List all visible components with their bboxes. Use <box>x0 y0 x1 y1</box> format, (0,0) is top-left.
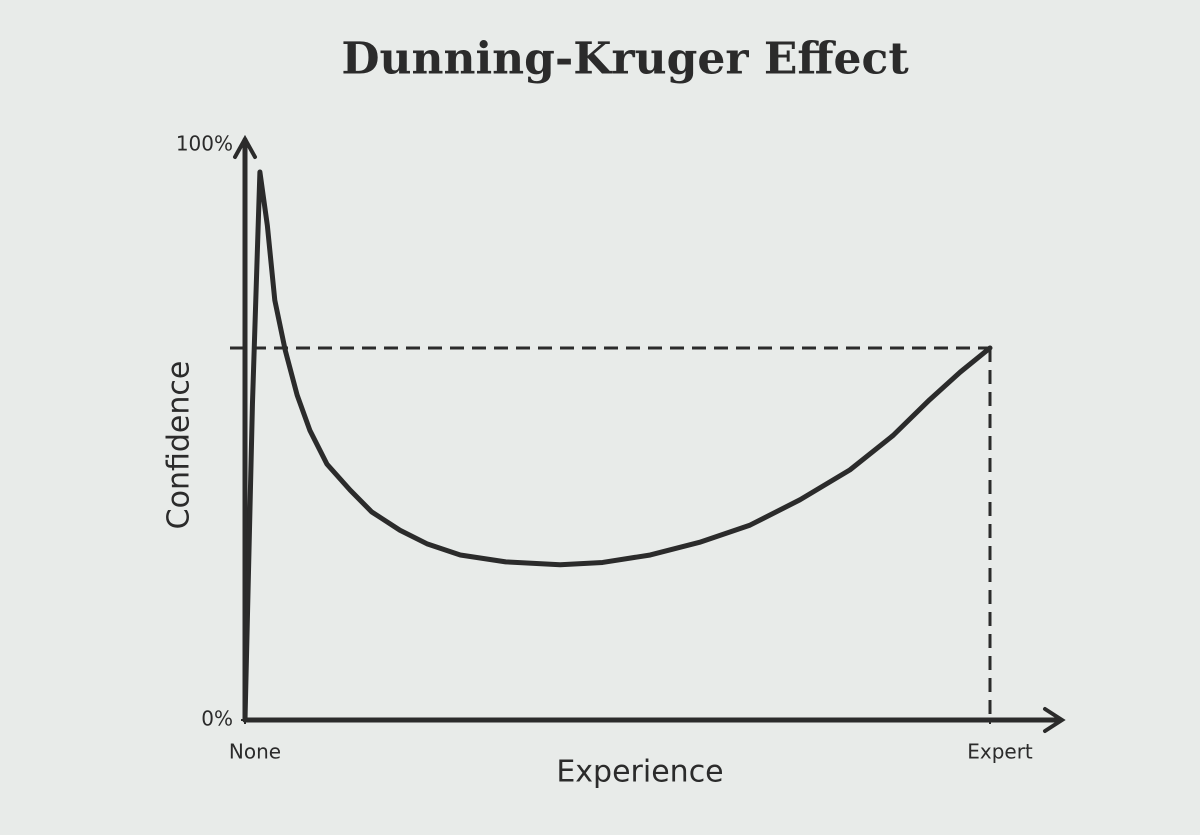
chart-title: Dunning-Kruger Effect <box>341 34 909 85</box>
x-tick-label: Expert <box>967 740 1033 764</box>
y-tick-label: 0% <box>201 707 233 731</box>
y-axis-arrow <box>233 134 257 159</box>
y-tick-label: 100% <box>176 132 233 156</box>
x-axis-title: Experience <box>556 755 723 790</box>
line <box>242 169 993 723</box>
x-axis-arrow <box>1043 707 1066 733</box>
y-axis-title: Confidence <box>162 361 197 530</box>
x-tick-label: None <box>229 740 281 764</box>
